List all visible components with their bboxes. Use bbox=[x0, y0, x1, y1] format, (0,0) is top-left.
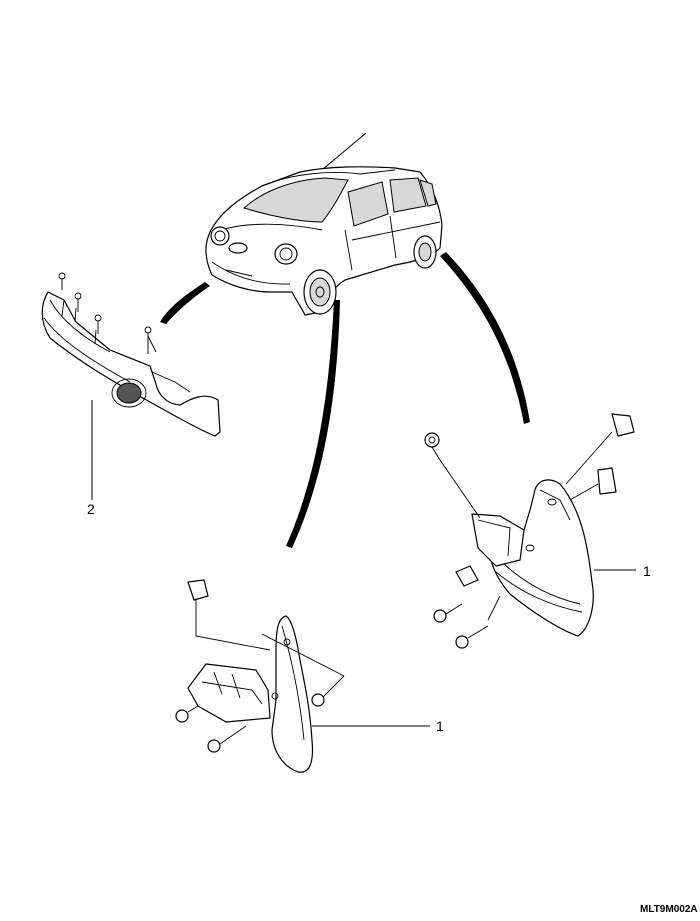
callout-mud-guard-rear: 1 bbox=[643, 563, 651, 579]
callout-mud-guard-front: 1 bbox=[436, 718, 444, 734]
assembly-pointer-arrows bbox=[160, 252, 530, 548]
callout-front-spoiler: 2 bbox=[87, 501, 95, 517]
rear-mud-guard-part bbox=[424, 413, 636, 649]
front-spoiler-part bbox=[41, 272, 221, 500]
front-mud-guard-part bbox=[175, 579, 430, 773]
car-illustration bbox=[205, 132, 443, 316]
drawing-code: MLT9M002A bbox=[640, 904, 698, 915]
